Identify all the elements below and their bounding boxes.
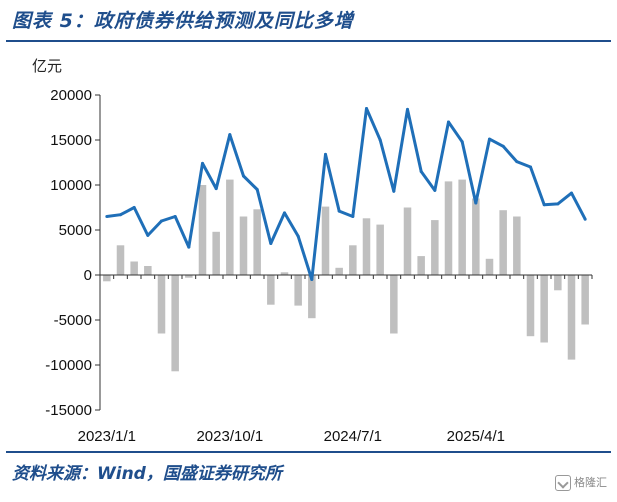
bar (116, 245, 125, 275)
watermark-logo-icon (555, 475, 571, 491)
bar (431, 220, 439, 275)
y-tick-label: 0 (84, 267, 92, 284)
line-point (515, 160, 519, 164)
watermark-text: 格隆汇 (574, 476, 607, 489)
bar (280, 272, 289, 275)
bar (212, 231, 220, 275)
bar (444, 181, 453, 275)
line-point (296, 234, 300, 238)
bar (294, 275, 302, 306)
line-point (201, 161, 204, 165)
y-tick-label: 20000 (50, 87, 92, 104)
bar (362, 218, 371, 275)
bar (376, 224, 384, 275)
line-point (160, 219, 163, 223)
bar (349, 245, 357, 275)
footer-divider (6, 451, 611, 453)
line-point (255, 188, 259, 191)
line-point (105, 215, 109, 218)
bar (171, 275, 179, 372)
line-point (501, 144, 505, 148)
line-point (173, 215, 177, 218)
title-bar: 图表 5：政府债券供给预测及同比多增 (0, 0, 617, 40)
y-tick-label: 5000 (59, 222, 92, 239)
chart-canvas: 20000 15000 10000 5000 0 -5000 -10000 -15000 202… (45, 87, 593, 445)
bar (458, 179, 466, 275)
watermark: 格隆汇 (555, 474, 607, 491)
line-point (529, 165, 532, 169)
bar (185, 275, 193, 278)
line-point (447, 120, 450, 124)
line-point (214, 187, 218, 191)
line-point (119, 213, 122, 217)
x-tick-label: 2023/10/1 (196, 428, 263, 445)
line-point (242, 174, 245, 178)
bar (157, 275, 166, 334)
line-point (488, 137, 491, 141)
y-tick-label: -5000 (54, 312, 92, 329)
line-point (556, 202, 560, 206)
line-point (542, 203, 546, 207)
line-point (392, 189, 396, 193)
bar (472, 198, 480, 275)
line-point (583, 217, 587, 221)
line-point (406, 107, 409, 111)
bar (253, 209, 261, 275)
bar (103, 275, 111, 282)
bar (417, 256, 425, 275)
line-point (132, 206, 136, 209)
line-point (433, 188, 437, 192)
series-line (106, 107, 587, 281)
bar (390, 275, 398, 334)
y-tick-label: -10000 (45, 357, 92, 374)
y-tick-label: 10000 (50, 177, 92, 194)
source-note: 资料来源：Wind，国盛证券研究所 (12, 464, 282, 484)
bar (226, 179, 234, 275)
bar (239, 216, 248, 275)
line-point (269, 242, 273, 245)
y-tick-label: -15000 (45, 402, 92, 419)
chart-title: 图表 5：政府债券供给预测及同比多增 (12, 10, 354, 32)
bar (554, 275, 562, 291)
line-point (365, 107, 368, 110)
line-point (570, 191, 573, 195)
line-point (324, 152, 327, 156)
x-tick-label: 2023/1/1 (78, 428, 136, 445)
line-point (310, 278, 314, 281)
line-point (351, 215, 355, 218)
y-axis-unit: 亿元 (32, 57, 63, 75)
bar (308, 275, 316, 319)
bar (335, 267, 343, 275)
bar (267, 275, 275, 305)
bar (499, 210, 507, 275)
title-divider (6, 40, 611, 42)
bar (130, 261, 138, 275)
bar (321, 206, 330, 275)
bar (485, 258, 494, 275)
line-point (419, 170, 423, 173)
bar (540, 275, 548, 343)
x-tick-label: 2024/7/1 (324, 428, 382, 445)
line-point (146, 233, 150, 237)
bar (403, 207, 412, 275)
bar (526, 275, 535, 337)
bar (581, 275, 589, 325)
line-point (228, 133, 232, 137)
line-point (337, 209, 341, 213)
y-tick-label: 15000 (50, 132, 92, 149)
line-point (460, 140, 464, 144)
line-point (474, 201, 478, 205)
line-point (187, 245, 191, 249)
bar (198, 185, 207, 275)
x-tick-label: 2025/4/1 (447, 428, 505, 445)
bar (567, 275, 576, 360)
bar (513, 216, 521, 275)
line-point (283, 211, 286, 215)
bar (144, 266, 152, 275)
line-point (378, 138, 382, 142)
